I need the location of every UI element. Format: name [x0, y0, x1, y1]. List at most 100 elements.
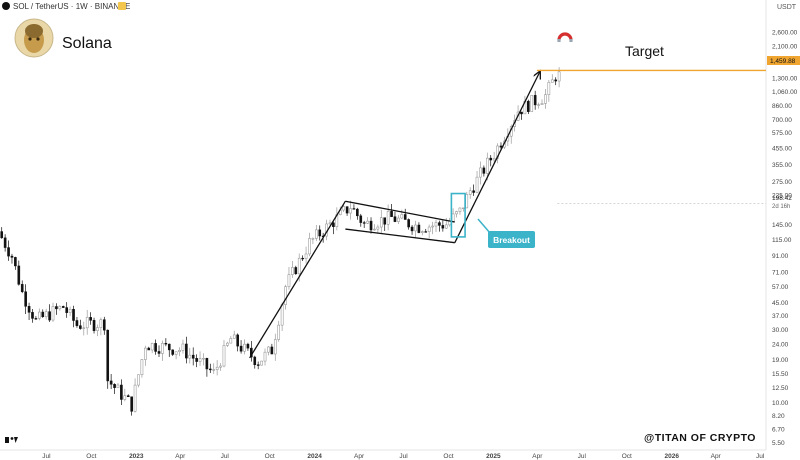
price-tick-label: 8.20	[772, 413, 785, 420]
price-tick-label: 2,100.00	[772, 44, 798, 51]
candle	[174, 351, 178, 360]
candle	[250, 340, 253, 362]
candle-body	[58, 306, 62, 310]
candle-body	[3, 237, 7, 248]
solana-logo-icon	[2, 2, 10, 10]
candle	[393, 211, 397, 223]
candle-body	[349, 208, 352, 214]
tradingview-logo-icon	[5, 437, 18, 443]
candle-body	[294, 267, 298, 275]
candle	[540, 99, 544, 105]
candle-body	[144, 347, 147, 360]
time-tick-label: Jul	[756, 453, 765, 460]
time-axis[interactable]: Jul Oct 2023 Apr Jul Oct 2024 Apr Jul Oct 2025 Apr J…	[42, 453, 765, 460]
candle	[328, 219, 332, 225]
time-tick-label: Jul	[399, 453, 408, 460]
price-tick-label: 1,060.00	[772, 89, 798, 96]
candle	[92, 317, 96, 334]
candle	[434, 219, 438, 232]
candle-body	[0, 231, 4, 239]
candle-body	[106, 329, 110, 382]
candle-body	[181, 343, 185, 351]
candle-body	[465, 194, 469, 209]
candle-body	[417, 224, 421, 233]
candle-body	[205, 358, 209, 370]
candle	[332, 219, 335, 235]
candle-body	[304, 253, 308, 259]
candle-body	[85, 317, 89, 329]
channel-lower-line	[345, 228, 455, 244]
candle-body	[342, 206, 345, 211]
candle	[106, 329, 110, 389]
price-tick-label: 275.00	[772, 179, 792, 186]
candle	[79, 319, 82, 330]
magnet-icon	[557, 32, 573, 42]
candle	[65, 302, 68, 318]
candle-body	[239, 345, 243, 352]
candle	[109, 373, 113, 389]
candle	[284, 284, 287, 310]
candle-body	[61, 306, 65, 308]
candle	[150, 342, 154, 354]
candle	[96, 324, 99, 337]
price-axis[interactable]	[766, 0, 800, 460]
price-tick-label: 145.00	[772, 222, 792, 229]
candle-body	[407, 219, 410, 228]
candle	[120, 379, 123, 406]
candle-body	[438, 222, 441, 226]
candle	[157, 345, 161, 358]
candle	[68, 306, 72, 317]
candle	[20, 280, 24, 294]
candle	[417, 222, 421, 234]
candle	[236, 333, 239, 352]
candle	[260, 360, 263, 366]
candle	[335, 207, 339, 231]
candle	[455, 210, 458, 218]
candle-body	[34, 318, 38, 320]
candle-body	[55, 306, 58, 310]
candle	[17, 260, 21, 286]
candle-body	[44, 311, 48, 317]
candle-body	[557, 71, 561, 82]
candle-body	[475, 176, 479, 193]
candle	[137, 374, 140, 388]
candle-body	[185, 343, 188, 359]
target-price-badge	[767, 56, 800, 65]
target-label: Target	[625, 43, 664, 59]
candle-body	[260, 360, 263, 366]
candle	[273, 333, 277, 361]
candle	[154, 339, 157, 355]
candle	[215, 360, 219, 376]
target-price-value: 1,459.88	[770, 58, 796, 65]
candle-body	[263, 351, 267, 362]
candle	[116, 382, 120, 388]
price-tick-label: 45.00	[772, 300, 789, 307]
candle-body	[468, 190, 472, 195]
price-tick-label: 2,600.00	[772, 29, 798, 36]
candle	[181, 339, 185, 354]
candle	[226, 341, 229, 347]
candle-body	[421, 231, 424, 233]
candle-body	[137, 374, 140, 386]
candle	[359, 213, 363, 227]
candle-body	[414, 224, 417, 232]
candle-body	[253, 356, 257, 365]
price-axis-ticks: 2,600.002,100.001,700.001,300.001,060.00…	[772, 29, 798, 446]
price-tick-label: 24.00	[772, 342, 789, 349]
current-price-value: 198.42	[772, 195, 792, 202]
time-tick-label: Oct	[443, 453, 453, 460]
candle-body	[311, 238, 315, 240]
price-tick-label: 19.00	[772, 357, 789, 364]
candle-body	[20, 284, 24, 292]
avatar	[14, 18, 54, 58]
price-tick-label: 71.00	[772, 269, 789, 276]
candle	[448, 217, 451, 227]
candle-body	[359, 215, 363, 223]
projection-arrow	[454, 71, 540, 243]
candle-body	[315, 229, 318, 239]
candle	[99, 317, 103, 336]
price-tick-label: 225.00	[772, 193, 792, 200]
candle	[41, 309, 45, 318]
candle-body	[222, 345, 226, 367]
